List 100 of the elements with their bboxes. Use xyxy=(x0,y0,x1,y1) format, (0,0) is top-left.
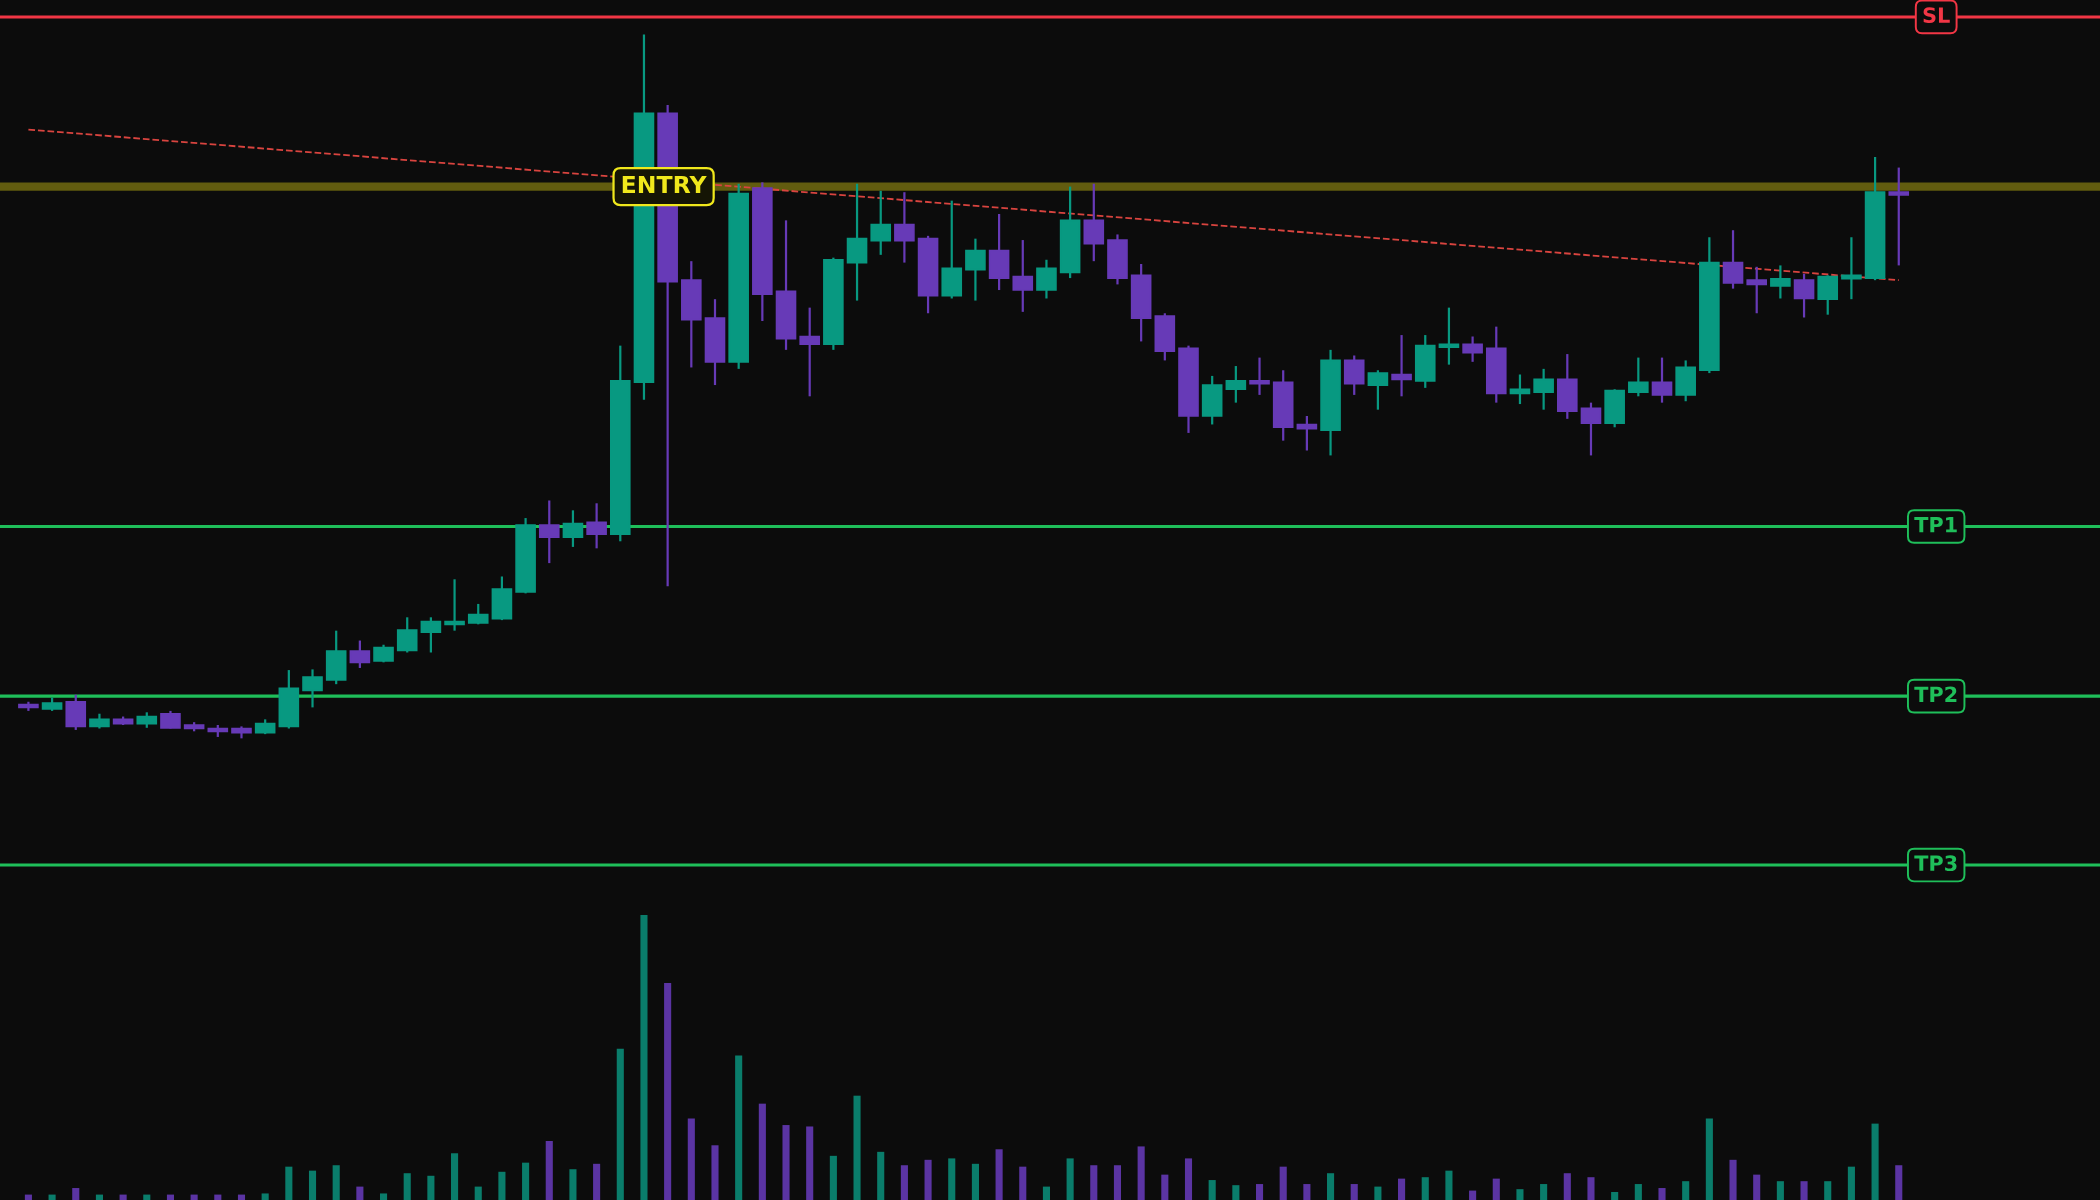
bar xyxy=(214,1194,222,1200)
candlestick xyxy=(1367,369,1389,411)
bar xyxy=(782,1125,790,1200)
candlestick xyxy=(396,616,418,654)
bar xyxy=(1469,1190,1477,1200)
candlestick xyxy=(1770,264,1791,300)
bar xyxy=(829,1155,837,1200)
bar xyxy=(1895,1165,1903,1200)
candlestick xyxy=(1651,356,1673,404)
candlestick xyxy=(1841,236,1862,301)
bar xyxy=(308,1170,317,1200)
bar xyxy=(24,1194,32,1200)
candlestick xyxy=(846,182,868,302)
bar xyxy=(1445,1170,1453,1200)
bar xyxy=(1208,1180,1216,1200)
bar xyxy=(1303,1184,1311,1200)
candlestick xyxy=(1036,258,1057,300)
bar xyxy=(971,1163,979,1200)
bar xyxy=(498,1171,506,1200)
candlestick xyxy=(444,578,465,632)
bar xyxy=(806,1126,814,1200)
bar xyxy=(735,1055,743,1200)
bar xyxy=(569,1169,577,1200)
bar xyxy=(900,1165,908,1200)
bar xyxy=(593,1163,601,1200)
candlestick xyxy=(1817,274,1839,316)
bar xyxy=(427,1175,435,1200)
candlestick xyxy=(586,502,607,550)
candlestick xyxy=(1746,265,1768,315)
bar xyxy=(877,1151,885,1200)
bar xyxy=(285,1166,293,1200)
candlestick xyxy=(1533,367,1554,411)
bar xyxy=(1658,1188,1666,1200)
bar xyxy=(379,1193,388,1200)
bar xyxy=(1232,1185,1240,1200)
bar xyxy=(1516,1189,1524,1200)
bar xyxy=(1090,1165,1098,1200)
bar xyxy=(687,1118,695,1200)
bar xyxy=(166,1194,175,1200)
bar xyxy=(48,1194,56,1200)
bar xyxy=(72,1188,80,1200)
candlestick xyxy=(1249,356,1270,397)
bar xyxy=(1184,1158,1193,1200)
ref-line-label: TP2 xyxy=(1914,686,1957,702)
bar xyxy=(664,983,672,1200)
bar xyxy=(995,1149,1003,1200)
bar xyxy=(1113,1165,1122,1200)
bar xyxy=(1634,1184,1642,1200)
candlestick xyxy=(420,616,442,654)
bar xyxy=(711,1145,719,1200)
candlestick xyxy=(1462,335,1483,363)
bar xyxy=(1398,1178,1406,1200)
candlestick xyxy=(1628,356,1649,398)
bar xyxy=(1682,1181,1690,1200)
bar xyxy=(1161,1174,1169,1200)
bar xyxy=(545,1141,553,1200)
candlestick xyxy=(562,509,584,549)
bar xyxy=(1587,1177,1595,1200)
candlestick xyxy=(1509,373,1531,406)
bar xyxy=(1871,1123,1879,1200)
bar xyxy=(1421,1177,1429,1200)
bar xyxy=(924,1159,932,1200)
bar xyxy=(1776,1181,1784,1200)
bar xyxy=(332,1165,340,1200)
bar xyxy=(1705,1118,1713,1200)
ref-line-label: TP3 xyxy=(1914,855,1957,872)
bar xyxy=(1042,1186,1050,1200)
candlestick xyxy=(1343,354,1365,397)
candlestick xyxy=(1580,401,1602,457)
candlestick xyxy=(1012,238,1034,313)
bar xyxy=(237,1194,246,1200)
candlestick xyxy=(870,189,892,256)
bar xyxy=(1374,1186,1382,1200)
candlestick xyxy=(1438,306,1460,366)
bar xyxy=(451,1153,459,1200)
bar xyxy=(474,1186,482,1200)
bar xyxy=(948,1158,956,1200)
ref-line-label: SL xyxy=(1923,7,1950,24)
bar xyxy=(356,1186,364,1200)
bar xyxy=(1255,1184,1264,1200)
bar xyxy=(143,1194,151,1200)
bar xyxy=(1611,1192,1619,1200)
candlestick xyxy=(1083,182,1105,263)
candlestick xyxy=(349,639,371,670)
bar xyxy=(95,1194,103,1200)
bar xyxy=(758,1103,766,1200)
candlestick xyxy=(799,306,821,398)
bar xyxy=(1824,1181,1832,1200)
bar xyxy=(1279,1166,1287,1200)
bar xyxy=(1350,1184,1358,1200)
candlestick xyxy=(1296,414,1318,452)
bar xyxy=(261,1193,269,1200)
bar xyxy=(1563,1173,1571,1200)
bar xyxy=(1847,1166,1855,1200)
bar xyxy=(1729,1159,1737,1200)
candlestick xyxy=(894,191,915,264)
candlestick xyxy=(1888,166,1910,267)
bar xyxy=(853,1095,861,1200)
bar xyxy=(1327,1173,1335,1200)
candlestick xyxy=(538,499,560,565)
